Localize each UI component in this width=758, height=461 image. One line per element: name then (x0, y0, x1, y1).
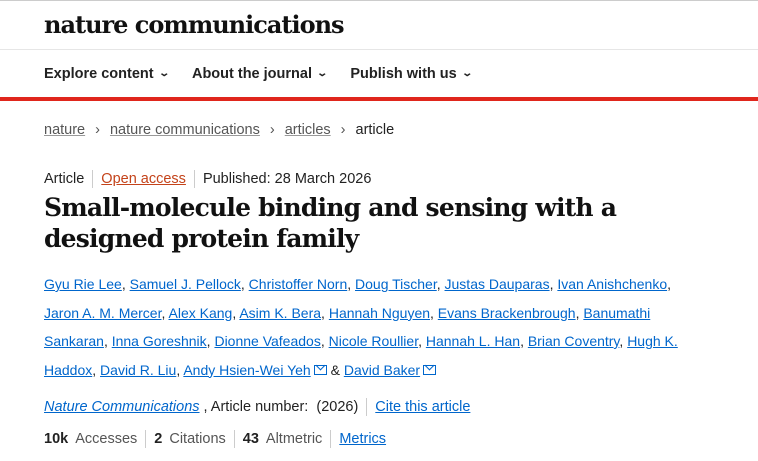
citations-label: Citations (169, 431, 226, 447)
author-link[interactable]: Andy Hsien-Wei Yeh (183, 361, 311, 378)
email-icon[interactable] (313, 364, 327, 375)
author-link[interactable]: Asim K. Bera (239, 304, 322, 321)
author-link[interactable]: Banumathi Sankaran (44, 304, 651, 350)
chevron-right-icon: › (95, 122, 100, 138)
author-link[interactable]: David Baker (343, 361, 421, 378)
author-link[interactable]: Brian Coventry (527, 333, 620, 349)
author-link[interactable]: Samuel J. Pellock (129, 276, 241, 292)
author-link[interactable]: Justas Dauparas (444, 276, 550, 292)
altmetric-label: Altmetric (265, 431, 323, 447)
citations-value: 2 (154, 431, 163, 447)
author-link[interactable]: Dionne Vafeados (214, 333, 321, 349)
breadcrumb-nature[interactable]: nature (44, 122, 86, 138)
accesses-label: Accesses (75, 431, 138, 447)
cite-this-article-link[interactable]: Cite this article (375, 399, 471, 415)
divider (193, 170, 195, 188)
nav-label: About the journal (191, 65, 312, 82)
author-link[interactable]: Hannah Nguyen (328, 304, 431, 321)
breadcrumb: nature › nature communications › articles ›… (44, 122, 758, 138)
author-link[interactable]: Hannah L. Han (425, 333, 521, 349)
author-link[interactable]: David R. Liu (100, 361, 177, 378)
author-list: Gyu Rie Lee, Samuel J. Pellock, Christof… (44, 276, 678, 378)
author-link[interactable]: Hugh K. Haddox (44, 333, 678, 378)
journal-link[interactable]: Nature Communications (44, 399, 200, 415)
nav-about-journal[interactable]: About the journal ⌄ (191, 65, 329, 82)
author-link[interactable]: Gyu Rie Lee (44, 276, 122, 292)
nav-explore-content[interactable]: Explore content ⌄ (44, 65, 170, 82)
chevron-right-icon: › (340, 122, 346, 138)
altmetric-value: 43 (242, 431, 259, 447)
article-metrics: 10k Accesses 2 Citations 43 Altmetric Metri… (44, 430, 758, 448)
nav-label: Explore content (44, 65, 154, 82)
divider (233, 430, 235, 448)
article-meta: Article Open access Published: 28 March … (44, 170, 758, 188)
open-access-link[interactable]: Open access (101, 171, 186, 187)
author-link[interactable]: Ivan Anishchenko (557, 276, 668, 292)
chevron-down-icon: ⌄ (461, 68, 473, 79)
divider (92, 170, 94, 188)
chevron-right-icon: › (269, 122, 275, 138)
article-title: Small-molecule binding and sensing with … (44, 193, 617, 253)
authors-and: & (330, 361, 340, 378)
author-link[interactable]: Alex Kang (168, 304, 233, 321)
metrics-link[interactable]: Metrics (339, 431, 387, 447)
breadcrumb-articles[interactable]: articles (284, 122, 331, 138)
nav-label: Publish with us (350, 65, 457, 82)
main-nav: Explore content ⌄ About the journal ⌄ Publ… (0, 50, 758, 101)
divider (330, 430, 332, 448)
author-link[interactable]: Jaron A. M. Mercer (44, 304, 162, 321)
author-link[interactable]: Doug Tischer (355, 276, 437, 292)
journal-logo[interactable]: nature communications (0, 1, 758, 50)
article-number: , Article number: (2026) (203, 399, 359, 415)
divider (366, 398, 368, 416)
chevron-down-icon: ⌄ (316, 68, 329, 79)
author-link[interactable]: Inna Goreshnik (111, 333, 207, 349)
accesses-value: 10k (44, 431, 69, 447)
author-link[interactable]: Evans Brackenbrough (437, 304, 576, 321)
author-link[interactable]: Nicole Roullier (328, 333, 419, 349)
chevron-down-icon: ⌄ (157, 68, 170, 79)
published-date: Published: 28 March 2026 (202, 171, 372, 187)
author-link[interactable]: Christoffer Norn (248, 276, 348, 292)
citation-line: Nature Communications , Article number: … (44, 398, 758, 416)
breadcrumb-current: article (355, 122, 395, 138)
breadcrumb-nature-communications[interactable]: nature communications (109, 122, 260, 138)
article-type: Article (44, 171, 85, 187)
email-icon[interactable] (423, 364, 437, 375)
nav-publish-with-us[interactable]: Publish with us ⌄ (350, 65, 473, 82)
divider (145, 430, 147, 448)
